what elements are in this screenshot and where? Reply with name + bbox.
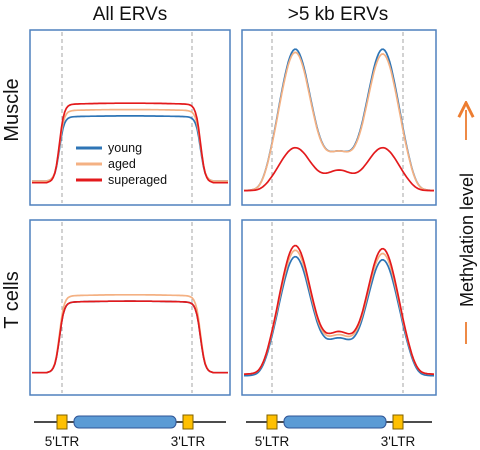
col-title-all-ervs: All ERVs xyxy=(93,4,168,25)
erv-schematic-1: 5'LTR 3'LTR xyxy=(34,414,226,449)
row-label-muscle: Muscle xyxy=(1,78,23,141)
panel-frame xyxy=(29,219,231,396)
series-line-superaged xyxy=(32,102,228,184)
methylation-level-label: Methylation level xyxy=(457,173,477,307)
ltr5-box xyxy=(266,414,278,430)
legend-entry-young: young xyxy=(108,141,142,155)
series-line-aged xyxy=(32,108,228,182)
panel-frame xyxy=(241,29,437,206)
legend-entry-aged: aged xyxy=(108,157,136,171)
erv-body xyxy=(283,415,387,429)
panel-muscle-5-kb-ervs xyxy=(241,29,437,206)
row-label-t-cells: T cells xyxy=(1,271,23,328)
panel-t-cells-all-ervs xyxy=(29,219,231,396)
ltr3-box xyxy=(392,414,404,430)
panel-muscle-all-ervs xyxy=(29,29,231,206)
series-line-superaged xyxy=(243,244,435,376)
series-line-aged xyxy=(32,293,228,374)
panel-t-cells-5-kb-ervs xyxy=(241,219,437,396)
ltr5-label: 5'LTR xyxy=(255,434,290,449)
series-line-young xyxy=(32,115,228,182)
legend-entry-superaged: superaged xyxy=(108,173,167,187)
erv-body xyxy=(73,415,177,429)
col-title-large-ervs: >5 kb ERVs xyxy=(288,4,389,25)
series-line-superaged xyxy=(32,300,228,374)
series-line-aged xyxy=(243,51,435,192)
ltr5-box xyxy=(56,414,68,430)
legend: young aged superaged xyxy=(76,141,167,187)
ltr5-label: 5'LTR xyxy=(45,434,80,449)
erv-schematic-2: 5'LTR 3'LTR xyxy=(246,414,432,449)
series-line-superaged xyxy=(244,146,434,192)
ltr3-box xyxy=(182,414,194,430)
ltr3-label: 3'LTR xyxy=(381,434,416,449)
panel-frame xyxy=(241,219,437,396)
ltr3-label: 3'LTR xyxy=(171,434,206,449)
